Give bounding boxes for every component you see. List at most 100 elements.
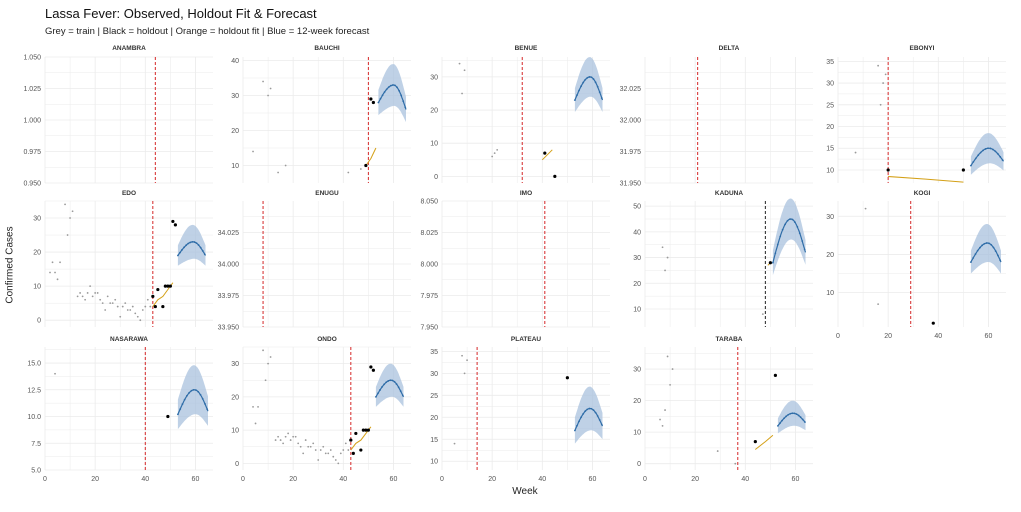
train-point — [119, 315, 122, 318]
y-tick-label: 10 — [826, 167, 834, 174]
holdout-point — [371, 368, 375, 372]
forecast-point — [381, 386, 384, 388]
forecast-point — [183, 246, 186, 249]
forecast-point — [206, 408, 209, 411]
train-point — [54, 271, 56, 274]
train-point — [274, 439, 277, 441]
forecast-point — [181, 248, 183, 251]
train-point — [144, 305, 147, 308]
y-tick-label: 20 — [430, 108, 438, 115]
forecast-point — [400, 94, 403, 97]
train-point — [359, 168, 362, 170]
y-tick-label: 0.975 — [23, 149, 41, 156]
holdout-point — [168, 284, 172, 288]
forecast-band — [777, 400, 806, 434]
train-point — [139, 319, 142, 322]
train-point — [131, 305, 134, 308]
forecast-point — [576, 94, 578, 97]
forecast-point — [596, 85, 599, 88]
train-point — [284, 164, 287, 167]
holdout-point — [768, 261, 772, 265]
forecast-point — [197, 390, 200, 393]
forecast-point — [573, 429, 576, 432]
train-point — [309, 445, 312, 448]
y-tick-label: 10 — [633, 430, 641, 437]
y-tick-label: 30 — [33, 216, 41, 223]
train-point — [279, 439, 282, 441]
train-point — [453, 442, 456, 445]
forecast-point — [584, 78, 587, 81]
forecast-point — [983, 242, 986, 245]
holdout-point — [349, 438, 353, 442]
forecast-point — [578, 89, 580, 92]
forecast-point — [197, 244, 200, 246]
y-tick-label: 20 — [231, 128, 239, 135]
panel-anambra: ANAMBRA 0.950 0.975 1.000 1.025 1.050 — [23, 45, 213, 188]
holdout-point — [773, 373, 777, 377]
train-point — [134, 312, 137, 315]
forecast-point — [580, 85, 583, 88]
forecast-point — [584, 410, 587, 413]
train-point — [347, 449, 350, 451]
train-point — [284, 435, 287, 438]
train-point — [297, 442, 300, 445]
y-tick-label: 25 — [826, 102, 834, 109]
train-point — [761, 313, 764, 316]
train-point — [666, 256, 669, 259]
train-point — [854, 151, 857, 154]
y-tick-label: 5.0 — [31, 468, 41, 475]
train-point — [669, 383, 671, 386]
forecast-point — [404, 106, 407, 109]
forecast-point — [797, 414, 800, 417]
panel-bauchi: BAUCHI 10 20 30 40 — [231, 45, 411, 183]
holdout-point — [753, 440, 757, 444]
panel-title: DELTA — [719, 45, 740, 52]
panel-title: ONDO — [317, 336, 337, 343]
forecast-point — [774, 252, 777, 255]
x-tick-label: 20 — [488, 476, 496, 483]
train-point — [884, 73, 887, 76]
forecast-point — [578, 420, 580, 423]
y-tick-label: 15.0 — [27, 361, 41, 368]
y-tick-label: 31.975 — [620, 149, 642, 156]
train-point — [141, 309, 144, 311]
train-point — [466, 359, 468, 362]
holdout-point — [151, 294, 155, 298]
y-tick-label: 7.5 — [31, 441, 41, 448]
holdout-point — [364, 428, 368, 432]
panel-kaduna: KADUNA 10 20 30 40 50 — [633, 190, 813, 327]
train-point — [666, 355, 669, 358]
train-point — [54, 372, 56, 375]
y-tick-label: 12.5 — [27, 387, 41, 394]
x-tick-label: 40 — [741, 476, 749, 483]
panel-title: BENUE — [515, 45, 538, 52]
forecast-point — [979, 246, 981, 249]
train-point — [104, 309, 107, 311]
panel-title: KADUNA — [715, 190, 743, 197]
x-axis-label: Week — [512, 486, 538, 497]
train-point — [71, 210, 74, 213]
forecast-point — [779, 422, 781, 425]
forecast-point — [996, 152, 999, 155]
forecast-point — [199, 246, 202, 249]
y-tick-label: 20 — [430, 415, 438, 422]
y-tick-label: 20 — [231, 394, 239, 401]
train-point — [671, 368, 674, 370]
forecast-point — [781, 419, 783, 422]
forecast-point — [781, 228, 784, 231]
forecast-point — [192, 388, 195, 391]
forecast-point — [181, 403, 184, 406]
train-point — [64, 203, 66, 206]
y-tick-label: 10 — [33, 284, 41, 291]
forecast-point — [786, 219, 789, 222]
forecast-point — [383, 91, 386, 93]
train-point — [51, 261, 54, 264]
x-tick-label: 20 — [289, 476, 297, 483]
y-tick-label: 8.050 — [420, 199, 438, 206]
train-point — [664, 409, 666, 411]
train-point — [101, 302, 104, 305]
forecast-point — [985, 242, 988, 244]
y-tick-label: 8.025 — [420, 230, 438, 237]
train-point — [129, 309, 132, 311]
x-tick-label: 60 — [390, 476, 398, 483]
